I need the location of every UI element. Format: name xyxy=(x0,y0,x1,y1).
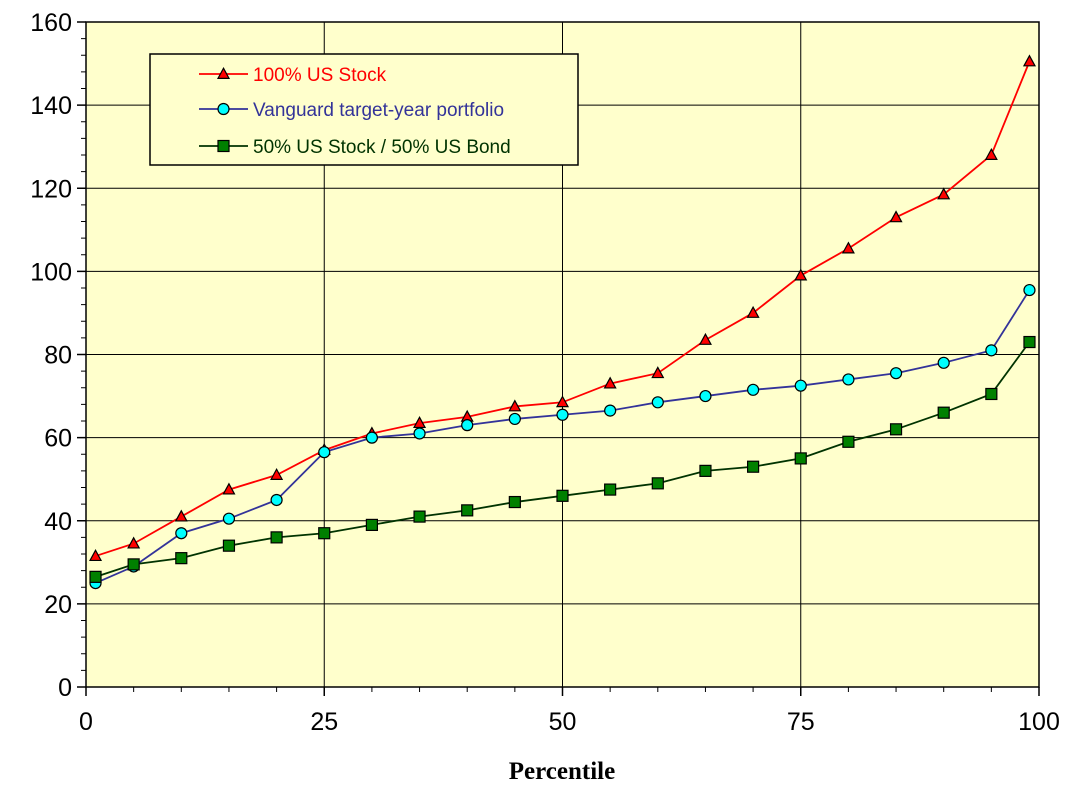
legend-item-1: 100% US Stock xyxy=(199,65,387,86)
circle-marker xyxy=(842,373,855,386)
square-marker xyxy=(461,504,474,517)
y-tick-label: 120 xyxy=(30,175,72,203)
square-marker xyxy=(217,139,230,153)
legend-label: 50% US Stock / 50% US Bond xyxy=(253,137,511,158)
triangle-marker xyxy=(984,147,998,160)
circle-marker xyxy=(651,396,664,409)
circle-marker xyxy=(889,367,903,380)
square-marker xyxy=(604,483,617,496)
x-tick-label: 75 xyxy=(787,708,815,736)
circle-marker xyxy=(556,408,569,421)
square-marker xyxy=(127,558,140,571)
x-tick-label: 50 xyxy=(549,708,577,736)
triangle-marker xyxy=(889,210,903,223)
y-tick-label: 80 xyxy=(44,342,72,370)
triangle-marker xyxy=(89,549,103,562)
triangle-marker xyxy=(698,332,712,345)
circle-marker xyxy=(222,512,236,525)
circle-marker xyxy=(365,431,378,444)
square-marker xyxy=(889,423,903,436)
legend-item-2: Vanguard target-year portfolio xyxy=(199,100,504,121)
square-marker xyxy=(1023,335,1036,349)
triangle-marker xyxy=(555,395,570,408)
circle-marker xyxy=(1023,283,1036,297)
legend-label: Vanguard target-year portfolio xyxy=(253,100,504,121)
triangle-marker xyxy=(508,399,522,412)
square-marker xyxy=(556,489,569,502)
x-tick-labels: 0 25 50 75 100 xyxy=(79,708,1060,736)
triangle-marker xyxy=(794,268,808,281)
square-marker xyxy=(985,387,998,401)
circle-marker xyxy=(270,493,283,507)
square-marker xyxy=(651,477,664,490)
square-marker xyxy=(746,460,760,473)
legend: 100% US Stock Vanguard target-year portfo… xyxy=(149,53,579,166)
square-marker xyxy=(318,527,331,540)
y-tick-labels: 0 20 40 60 80 100 120 140 160 xyxy=(30,9,72,702)
x-axis-title: Percentile xyxy=(509,758,615,785)
circle-marker xyxy=(699,389,712,403)
triangle-marker xyxy=(841,241,855,254)
square-marker xyxy=(937,406,950,419)
x-tick-label: 25 xyxy=(310,708,338,736)
series-2 xyxy=(89,283,1036,590)
square-marker xyxy=(508,495,521,509)
circle-marker xyxy=(217,102,230,116)
circle-marker xyxy=(175,527,188,540)
circle-marker xyxy=(985,344,998,357)
triangle-marker xyxy=(216,66,231,79)
legend-item-3: 50% US Stock / 50% US Bond xyxy=(199,137,511,158)
plot-border xyxy=(85,21,1040,688)
triangle-marker xyxy=(937,187,951,200)
square-marker xyxy=(794,452,807,465)
y-tick-label: 140 xyxy=(30,92,72,120)
axis-ticks xyxy=(77,21,1040,696)
y-tick-label: 0 xyxy=(58,674,72,702)
triangle-marker xyxy=(174,509,188,522)
y-tick-label: 20 xyxy=(44,591,72,619)
data-series xyxy=(89,54,1036,590)
circle-marker xyxy=(508,412,521,426)
square-marker xyxy=(413,510,426,523)
circle-marker xyxy=(604,404,617,417)
circle-marker xyxy=(937,356,950,369)
circle-marker xyxy=(413,427,426,440)
triangle-marker xyxy=(222,482,236,495)
triangle-marker xyxy=(603,376,617,389)
square-marker xyxy=(175,552,188,565)
square-marker xyxy=(842,435,855,448)
square-marker xyxy=(89,570,102,583)
circle-marker xyxy=(794,379,807,392)
y-tick-label: 160 xyxy=(30,9,72,37)
square-marker xyxy=(222,539,236,552)
circle-marker xyxy=(318,446,331,459)
y-tick-label: 100 xyxy=(30,258,72,286)
triangle-marker xyxy=(127,536,141,549)
triangle-marker xyxy=(270,467,284,480)
circle-marker xyxy=(746,383,760,396)
y-tick-label: 60 xyxy=(44,425,72,453)
x-tick-label: 0 xyxy=(79,708,93,736)
x-tick-label: 100 xyxy=(1018,708,1060,736)
legend-label: 100% US Stock xyxy=(253,65,387,86)
square-marker xyxy=(270,531,283,544)
triangle-marker xyxy=(651,366,665,379)
legend-items: 100% US Stock Vanguard target-year portfo… xyxy=(199,65,511,158)
triangle-marker xyxy=(1022,54,1036,67)
circle-marker xyxy=(461,419,474,432)
series-3 xyxy=(89,335,1036,583)
y-tick-label: 40 xyxy=(44,508,72,536)
triangle-marker xyxy=(746,305,760,318)
square-marker xyxy=(699,464,712,477)
square-marker xyxy=(365,518,378,532)
